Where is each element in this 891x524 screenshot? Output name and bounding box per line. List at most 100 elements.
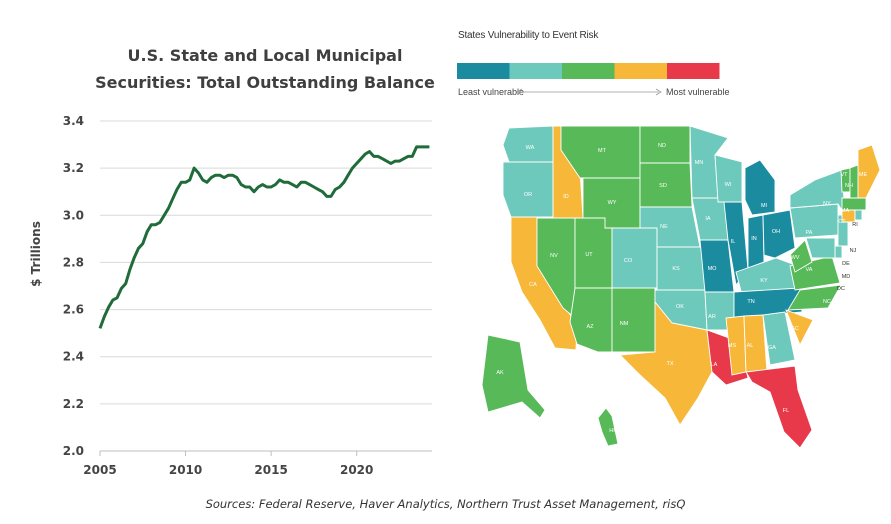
legend-arrow-right — [655, 88, 662, 96]
state-label-ar: AR — [708, 314, 716, 320]
state-ri — [854, 209, 863, 221]
state-label-ks: KS — [672, 266, 680, 272]
state-az — [569, 287, 613, 353]
state-de — [834, 245, 843, 259]
state-label-fl: FL — [783, 408, 789, 414]
state-label-ca: CA — [529, 282, 537, 288]
state-label-wy: WY — [608, 200, 617, 206]
state-pa — [789, 203, 839, 239]
legend-swatch-3 — [562, 63, 615, 79]
state-md — [805, 237, 836, 259]
state-sc — [785, 309, 814, 347]
state-label-ct: CT — [838, 219, 846, 225]
state-label-az: AZ — [586, 324, 594, 330]
state-label-wi: WI — [725, 182, 732, 188]
state-label-sd: SD — [659, 183, 667, 189]
x-tick-label: 2015 — [254, 463, 287, 477]
state-label-wv: WV — [791, 255, 800, 261]
y-tick-label: 3.0 — [63, 208, 84, 222]
state-nc — [787, 284, 842, 311]
state-label-nj: NJ — [850, 248, 857, 254]
state-label-nv: NV — [550, 253, 558, 259]
state-label-nm: NM — [620, 321, 629, 327]
state-label-hi: HI — [609, 428, 615, 434]
series-line — [98, 145, 430, 329]
state-label-in: IN — [751, 236, 757, 242]
state-label-ms: MS — [728, 343, 737, 349]
state-hi — [597, 407, 619, 447]
legend-left-label: Least vulnerable — [458, 87, 525, 97]
state-or — [502, 161, 554, 218]
state-ga — [762, 311, 796, 366]
legend-right-label: Most vulnerable — [666, 87, 730, 97]
state-me — [857, 144, 881, 199]
chart-title-line-1: U.S. State and Local Municipal — [127, 46, 403, 65]
state-label-mn: MN — [695, 160, 704, 166]
y-tick-label: 2.0 — [63, 444, 84, 458]
state-label-mi: MI — [761, 203, 768, 209]
legend-arrow-left — [516, 88, 523, 96]
state-nm — [611, 287, 656, 353]
x-tick-label: 2005 — [83, 463, 116, 477]
state-label-al: AL — [747, 343, 754, 349]
state-label-ia: IA — [705, 216, 711, 222]
state-label-va: VA — [806, 267, 813, 273]
state-label-nh: NH — [845, 183, 853, 189]
y-tick-label: 3.4 — [63, 114, 84, 128]
y-tick-label: 2.6 — [63, 303, 84, 317]
state-co — [611, 227, 658, 289]
chart-title-line-2: Securities: Total Outstanding Balance — [95, 73, 435, 92]
state-fl — [745, 365, 813, 449]
state-label-ma: MA — [841, 208, 850, 214]
state-label-il: IL — [731, 239, 736, 245]
state-label-ut: UT — [585, 252, 593, 258]
state-label-ky: KY — [760, 278, 768, 284]
line-chart: 2.0 2.2 2.4 2.6 2.8 3.0 3.2 3.4 2005 2010 2015 2020 — [63, 114, 432, 477]
state-mi — [744, 159, 776, 216]
state-label-pa: PA — [806, 230, 813, 236]
state-label-ok: OK — [676, 304, 684, 310]
state-mo — [699, 239, 735, 293]
state-label-ny: NY — [823, 201, 831, 207]
state-label-la: LA — [711, 362, 718, 368]
us-vulnerability-map: WA OR CA ID NV MT WY UT AZ CO NM ND SD NE KS OK TX MN IA MO… — [481, 125, 881, 449]
state-label-tn: TN — [747, 299, 754, 305]
state-label-me: ME — [859, 172, 868, 178]
x-tick-label: 2010 — [169, 463, 202, 477]
state-label-vt: VT — [840, 172, 848, 178]
state-label-nc: NC — [823, 299, 831, 305]
state-label-md: MD — [842, 274, 851, 280]
state-label-id: ID — [563, 194, 569, 200]
state-wv — [789, 239, 813, 273]
legend-swatch-5 — [667, 63, 720, 79]
state-wa — [502, 125, 554, 163]
legend-swatch-1 — [457, 63, 510, 79]
state-label-wa: WA — [526, 145, 535, 151]
state-label-ne: NE — [660, 224, 668, 230]
state-label-or: OR — [524, 192, 532, 198]
state-label-oh: OH — [772, 229, 780, 235]
state-wi — [714, 154, 743, 203]
state-label-ga: GA — [768, 345, 776, 351]
state-label-mo: MO — [708, 266, 718, 272]
state-label-nd: ND — [658, 143, 666, 149]
map-legend — [457, 63, 720, 96]
state-label-tx: TX — [666, 361, 673, 367]
state-tx — [618, 300, 713, 426]
state-ut — [574, 217, 613, 289]
state-label-mt: MT — [598, 148, 607, 154]
y-tick-label: 2.4 — [63, 350, 84, 364]
state-label-de: DE — [842, 261, 850, 267]
state-tn — [733, 287, 803, 319]
state-label-ak: AK — [496, 370, 504, 376]
state-label-sc: SC — [791, 326, 799, 332]
legend-swatch-4 — [614, 63, 667, 79]
state-label-co: CO — [624, 258, 633, 264]
state-nv — [536, 217, 576, 319]
state-label-ri: RI — [852, 222, 858, 228]
state-ks — [656, 246, 706, 291]
legend-swatch-2 — [509, 63, 562, 79]
y-tick-label: 2.8 — [63, 255, 84, 269]
state-oh — [762, 209, 796, 259]
